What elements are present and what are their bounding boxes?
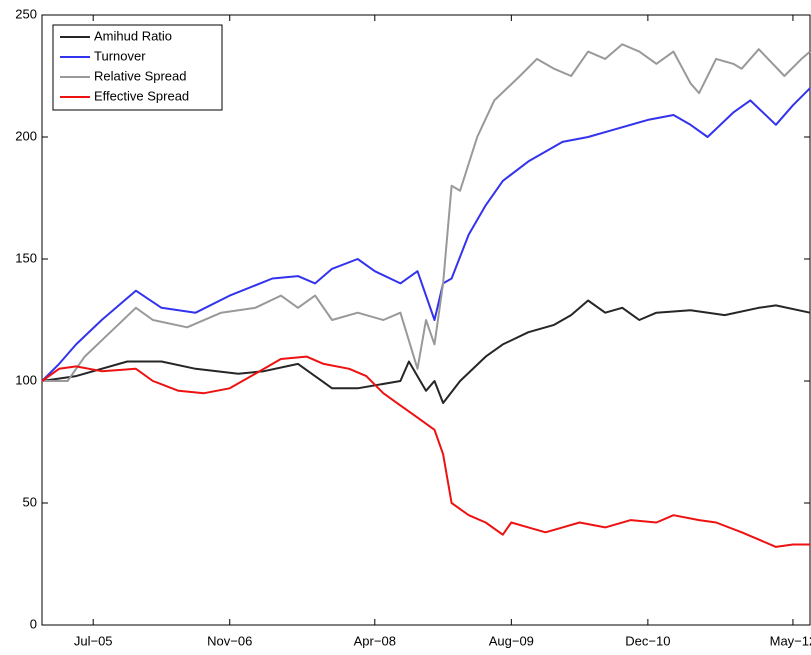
x-tick-label: Apr−08 xyxy=(354,633,396,648)
line-series xyxy=(41,87,811,382)
x-tick-label: Jul−05 xyxy=(74,633,113,648)
y-tick-label: 50 xyxy=(23,494,37,509)
legend-label: Turnover xyxy=(94,48,146,63)
x-tick-label: Dec−10 xyxy=(625,633,670,648)
plot-area xyxy=(41,14,811,626)
legend-label: Amihud Ratio xyxy=(94,28,172,43)
y-tick-label: 250 xyxy=(15,6,37,21)
x-tick-label: May−12 xyxy=(770,633,811,648)
y-tick-label: 200 xyxy=(15,128,37,143)
x-tick-label: Nov−06 xyxy=(207,633,252,648)
line-series xyxy=(41,299,811,404)
legend-box xyxy=(52,24,223,111)
line-series xyxy=(42,43,811,382)
y-tick-label: 100 xyxy=(15,372,37,387)
x-tick-label: Aug−09 xyxy=(489,633,534,648)
y-tick-label: 0 xyxy=(30,616,37,631)
line-series xyxy=(41,355,810,548)
legend-label: Relative Spread xyxy=(94,68,187,83)
legend-label: Effective Spread xyxy=(94,88,189,103)
y-tick-label: 150 xyxy=(15,250,37,265)
